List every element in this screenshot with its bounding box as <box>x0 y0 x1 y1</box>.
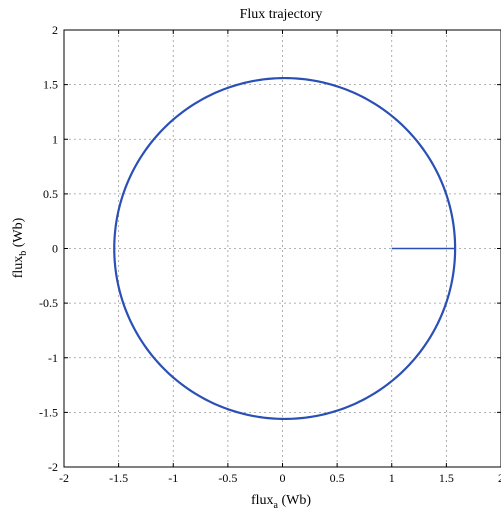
plot-area <box>113 76 457 421</box>
x-tick-label: -2 <box>59 471 69 485</box>
x-tick-label: -1 <box>168 471 178 485</box>
x-tick-label: 2 <box>498 471 501 485</box>
x-tick-label: 1 <box>389 471 395 485</box>
y-tick-label: 1.5 <box>43 78 58 92</box>
tick-marks <box>63 29 501 468</box>
x-axis-label: fluxa (Wb) <box>251 493 311 511</box>
y-tick-label: -1.5 <box>39 405 58 419</box>
y-tick-label: 0.5 <box>43 187 58 201</box>
y-tick-label: 2 <box>52 23 58 37</box>
x-tick-label: 1.5 <box>439 471 454 485</box>
y-tick-labels: -2 -1.5 -1 -0.5 0 0.5 1 1.5 2 <box>39 23 58 474</box>
chart-title: Flux trajectory <box>240 7 323 22</box>
y-tick-label: -2 <box>48 460 58 474</box>
y-tick-label: 0 <box>52 242 58 256</box>
flux-trajectory-circle <box>113 76 457 421</box>
y-tick-label: -0.5 <box>39 296 58 310</box>
x-tick-label: 0 <box>280 471 286 485</box>
y-tick-label: -1 <box>48 351 58 365</box>
x-tick-labels: -2 -1.5 -1 -0.5 0 0.5 1 1.5 2 <box>59 471 501 485</box>
y-tick-label: 1 <box>52 132 58 146</box>
y-axis-label: fluxb (Wb) <box>11 217 29 278</box>
x-tick-label: -1.5 <box>109 471 128 485</box>
x-tick-label: -0.5 <box>218 471 237 485</box>
x-tick-label: 0.5 <box>330 471 345 485</box>
